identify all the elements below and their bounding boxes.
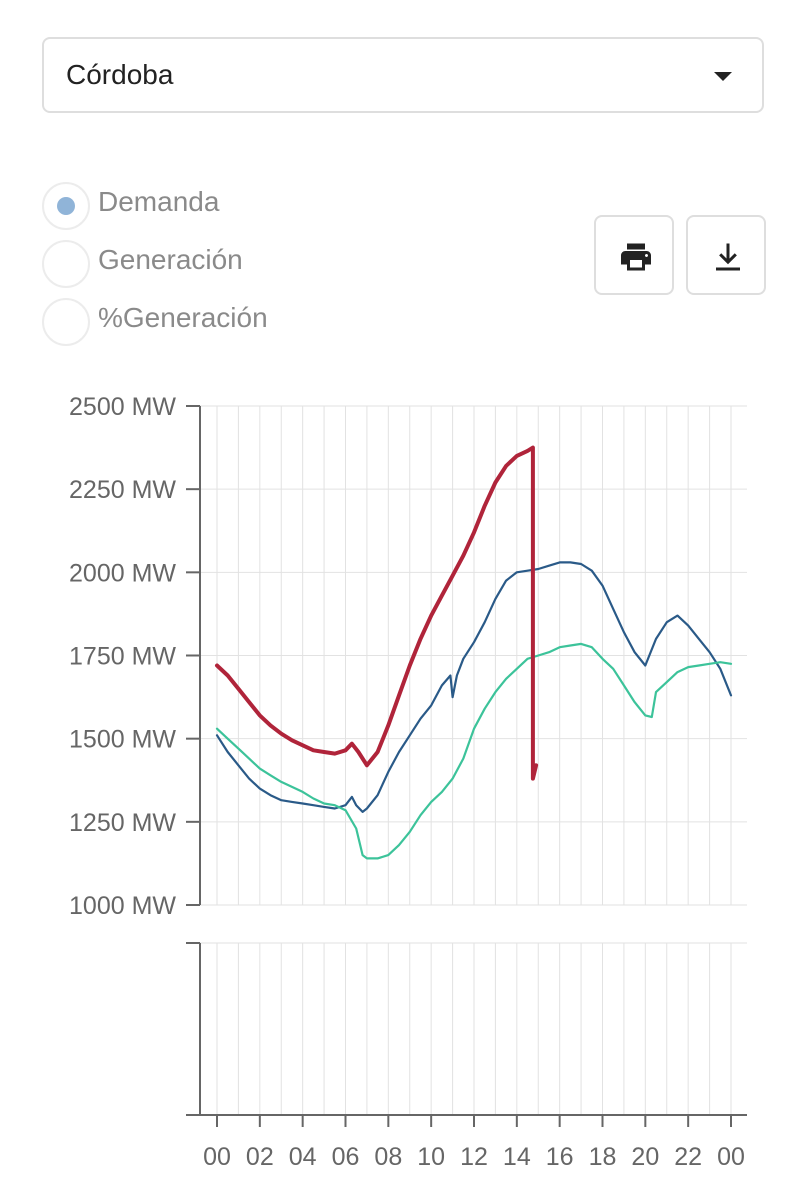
- x-axis-label: 22: [674, 1143, 702, 1171]
- x-axis-label: 12: [460, 1143, 488, 1171]
- y-axis-label: 1750 MW: [69, 643, 176, 671]
- y-axis-label: 1000 MW: [69, 892, 176, 920]
- y-axis-label: 2000 MW: [69, 559, 176, 587]
- download-button[interactable]: [686, 215, 766, 295]
- x-axis-label: 08: [374, 1143, 402, 1171]
- demand-chart: 2500 MW 2250 MW 2000 MW 1750 MW 1500 MW 1250 …: [69, 393, 747, 1171]
- radio-button[interactable]: [42, 298, 90, 346]
- y-axis-label: 1500 MW: [69, 726, 176, 754]
- x-axis-label: 16: [546, 1143, 574, 1171]
- x-axis-label: 00: [203, 1143, 231, 1171]
- chart-series: [215, 445, 733, 860]
- radio-label: Generación: [98, 244, 243, 275]
- region-select[interactable]: Córdoba: [42, 37, 764, 113]
- region-select-value: Córdoba: [66, 59, 174, 90]
- series-line-1: [215, 561, 733, 813]
- series-line-3: [215, 445, 539, 781]
- x-axis-label: 10: [417, 1143, 445, 1171]
- x-axis-labels: 00 02 04 06 08 10 12 14 16 18 20 22 00: [203, 1143, 745, 1171]
- radio-button[interactable]: [42, 240, 90, 288]
- y-axis-label: 1250 MW: [69, 809, 176, 837]
- y-axis-label: 2250 MW: [69, 476, 176, 504]
- radio-button[interactable]: [42, 182, 90, 230]
- radio-label: Demanda: [98, 186, 220, 217]
- print-icon: [621, 243, 651, 271]
- x-axis-label: 00: [717, 1143, 745, 1171]
- radio-selected-dot: [57, 197, 75, 215]
- x-axis-label: 04: [289, 1143, 317, 1171]
- download-icon: [716, 243, 740, 271]
- radio-label: %Generación: [98, 302, 268, 333]
- series-line-2: [215, 642, 733, 860]
- x-axis-label: 18: [589, 1143, 617, 1171]
- x-axis-label: 06: [332, 1143, 360, 1171]
- y-axis-labels: 2500 MW 2250 MW 2000 MW 1750 MW 1500 MW 1250 …: [69, 393, 176, 920]
- chart-grid: [200, 405, 747, 1115]
- x-axis-label: 20: [631, 1143, 659, 1171]
- chart-axes: [186, 405, 747, 1127]
- chevron-down-icon: [714, 72, 732, 81]
- x-axis-label: 14: [503, 1143, 531, 1171]
- y-axis-label: 2500 MW: [69, 393, 176, 421]
- x-axis-label: 02: [246, 1143, 274, 1171]
- print-button[interactable]: [594, 215, 674, 295]
